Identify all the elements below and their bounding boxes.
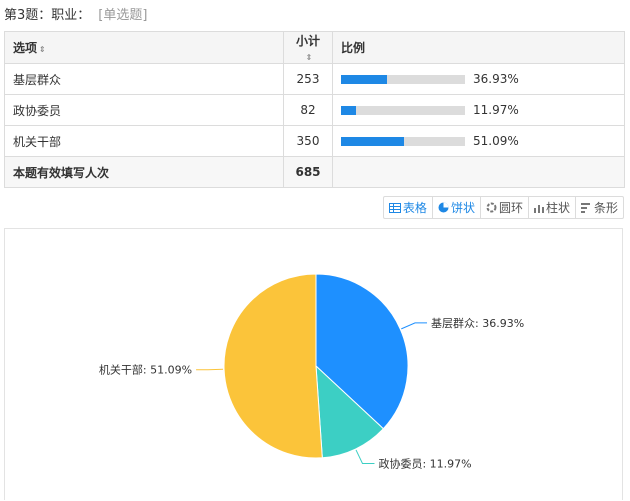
table-view-button[interactable]: 表格 [384,197,433,218]
header-ratio: 比例 [332,31,625,64]
total-count: 685 [283,156,333,188]
label-line-cppcc [355,449,375,464]
bar-chart-icon [533,203,544,213]
sort-icon[interactable]: ⇕ [39,45,46,54]
header-count-label: 小计 [295,34,320,48]
progress-bar [341,105,465,115]
pie-label-cadres: 机关干部: 51.09% [99,363,192,377]
percent-text: 36.93% [473,72,519,86]
pie-slice-grassroots[interactable] [315,273,409,430]
pie-label-cppcc: 政协委员: 11.97% [378,456,471,470]
sort-icon[interactable]: ⇕ [305,53,313,62]
table-row: 机关干部 350 51.09% [4,125,625,157]
horizontal-bar-view-label: 条形 [593,201,618,215]
total-empty [332,156,625,188]
total-label: 本题有效填写人次 [4,156,284,188]
count-cell: 350 [283,125,333,157]
label-line-cadres [196,368,224,371]
count-cell: 82 [283,94,333,126]
header-option-label: 选项 [13,41,38,55]
option-cell: 基层群众 [4,63,284,95]
progress-fill [341,136,405,146]
percent-text: 51.09% [473,134,519,148]
table-icon [388,202,401,213]
pie-chart: 基层群众: 36.93% 政协委员: 11.97% 机关干部: 51.09% [99,273,524,470]
horizontal-bar-icon [580,202,592,213]
percent-text: 11.97% [473,103,519,117]
table-row: 基层群众 253 36.93% [4,63,625,95]
option-cell: 机关干部 [4,125,284,157]
ratio-cell: 51.09% [332,125,625,157]
donut-view-label: 圆环 [498,201,523,215]
progress-bar [341,74,465,84]
question-type: [单选题] [98,8,148,23]
pie-slice-cppcc[interactable] [315,364,385,459]
table-row: 政协委员 82 11.97% [4,94,625,126]
chart-panel: 基层群众: 36.93% 政协委员: 11.97% 机关干部: 51.09% [4,228,623,500]
result-table: 选项 ⇕ 小计⇕ 比例 基层群众 253 36.93% 政协委员 82 11.97… [4,31,625,188]
horizontal-bar-view-button[interactable]: 条形 [576,197,623,218]
pie-view-label: 饼状 [450,201,475,215]
bar-view-label: 柱状 [545,201,570,215]
ratio-cell: 36.93% [332,63,625,95]
pie-slice-cadres[interactable] [223,273,323,459]
donut-view-button[interactable]: 圆环 [481,197,529,218]
bar-view-button[interactable]: 柱状 [529,197,576,218]
pie-view-button[interactable]: 饼状 [433,197,481,218]
label-line-grassroots [401,322,428,330]
chart-type-toolbar: 表格 饼状 圆环 柱状 条形 [382,196,624,219]
progress-bar [341,136,465,146]
option-cell: 政协委员 [4,94,284,126]
table-view-label: 表格 [402,201,427,215]
pie-label-grassroots: 基层群众: 36.93% [431,316,524,330]
ratio-cell: 11.97% [332,94,625,126]
progress-fill [341,105,356,115]
question-title: 第3题：职业： [单选题] [4,4,147,23]
header-ratio-label: 比例 [341,41,366,55]
pie-icon [438,202,449,213]
question-title-text: 第3题：职业： [4,8,91,23]
donut-icon [486,202,497,213]
count-cell: 253 [283,63,333,95]
header-count[interactable]: 小计 ⇕ [283,31,333,64]
header-option[interactable]: 选项 ⇕ [4,31,284,64]
table-header-row: 选项 ⇕ 小计⇕ 比例 [4,31,625,64]
progress-fill [341,74,387,84]
total-row: 本题有效填写人次 685 [4,156,625,188]
